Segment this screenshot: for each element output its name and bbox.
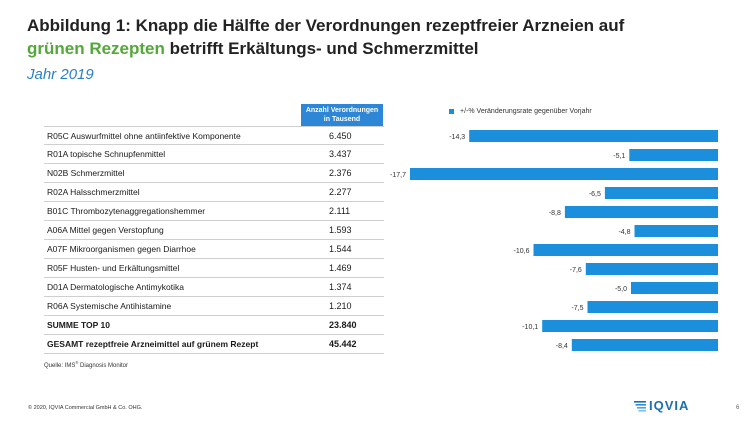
row-label: GESAMT rezeptfreie Arzneimittel auf grün… [47, 339, 259, 349]
bar-value-label: -8,4 [556, 343, 568, 350]
row-label: R01A topische Schnupfenmittel [47, 149, 166, 159]
row-label: A06A Mittel gegen Verstopfung [47, 225, 164, 235]
bar [564, 206, 718, 218]
table-row: GESAMT rezeptfreie Arzneimittel auf grün… [44, 335, 384, 354]
source-registered: ® [75, 360, 79, 365]
row-prescriptions-value: 2.277 [329, 187, 352, 197]
row-label: B01C Thrombozytenaggregationshemmer [47, 206, 206, 216]
bar-value-label: -10,6 [514, 248, 530, 255]
row-prescriptions-value: 45.442 [329, 339, 357, 349]
copyright-note: © 2020, IQVIA Commercial GmbH & Co. OHG. [28, 405, 143, 411]
title-part2: betrifft Erkältungs- und Schmerzmittel [169, 39, 479, 58]
table-row: SUMME TOP 10 23.840 [44, 316, 384, 335]
column-header-line1: Anzahl Verordnungen [305, 107, 379, 114]
table-row: R05F Husten- und Erkältungsmittel 1.469 [44, 259, 384, 278]
bar [634, 225, 718, 237]
title-part1: Abbildung 1: Knapp die Hälfte der Verord… [27, 16, 625, 35]
bar [571, 339, 718, 351]
chart-legend: +/-% Veränderungsrate gegenüber Vorjahr [449, 108, 592, 115]
table-row: D01A Dermatologische Antimykotika 1.374 [44, 278, 384, 297]
bar [631, 282, 718, 294]
bar-value-label: -7,6 [570, 267, 582, 274]
bar [542, 320, 718, 332]
bar [587, 301, 718, 313]
table-row: R06A Systemische Antihistamine 1.210 [44, 297, 384, 316]
bar-value-label: -6,5 [589, 191, 601, 198]
row-prescriptions-value: 1.374 [329, 282, 352, 292]
column-header-line2: in Tausend [323, 116, 361, 123]
bar-value-label: -4,8 [618, 229, 630, 236]
page-title: Abbildung 1: Knapp die Hälfte der Verord… [27, 14, 727, 60]
bar-value-label: -10,1 [522, 324, 538, 331]
bar [469, 130, 718, 142]
column-header-prescriptions: Anzahl Verordnungen in Tausend [301, 104, 383, 126]
iqvia-logo-mark-icon [634, 400, 646, 412]
title-green-highlight: grünen Rezepten [27, 39, 165, 58]
page-subtitle: Jahr 2019 [27, 66, 94, 83]
row-prescriptions-value: 6.450 [329, 131, 352, 141]
bar-value-label: -14,3 [449, 134, 465, 141]
source-suffix: Diagnosis Monitor [78, 363, 128, 369]
table-row: R01A topische Schnupfenmittel 3.437 [44, 145, 384, 164]
source-note: Quelle: IMS® Diagnosis Monitor [44, 360, 128, 369]
bar [585, 263, 718, 275]
bar [629, 149, 718, 161]
bar-value-label: -17,7 [390, 172, 406, 179]
bar-value-label: -5,1 [613, 153, 625, 160]
bar-value-label: -8,8 [549, 210, 561, 217]
bar-value-label: -5,0 [615, 286, 627, 293]
row-prescriptions-value: 3.437 [329, 149, 352, 159]
row-prescriptions-value: 1.593 [329, 225, 352, 235]
legend-label: +/-% Veränderungsrate gegenüber Vorjahr [460, 108, 592, 115]
table-row: R02A Halsschmerzmittel 2.277 [44, 183, 384, 202]
table-row: R05C Auswurfmittel ohne antiinfektive Ko… [44, 126, 384, 145]
row-label: R05F Husten- und Erkältungsmittel [47, 263, 180, 273]
row-prescriptions-value: 1.469 [329, 263, 352, 273]
row-label: R02A Halsschmerzmittel [47, 187, 140, 197]
bar [604, 187, 718, 199]
table-row: N02B Schmerzmittel 2.376 [44, 164, 384, 183]
row-prescriptions-value: 1.210 [329, 301, 352, 311]
table-row: A06A Mittel gegen Verstopfung 1.593 [44, 221, 384, 240]
row-label: R05C Auswurfmittel ohne antiinfektive Ko… [47, 131, 241, 141]
row-prescriptions-value: 23.840 [329, 320, 357, 330]
row-label: R06A Systemische Antihistamine [47, 301, 172, 311]
legend-swatch [449, 109, 454, 114]
table-row: A07F Mikroorganismen gegen Diarrhoe 1.544 [44, 240, 384, 259]
row-label: N02B Schmerzmittel [47, 168, 125, 178]
bar-value-label: -7,5 [571, 305, 583, 312]
table-row: B01C Thrombozytenaggregationshemmer 2.111 [44, 202, 384, 221]
row-prescriptions-value: 2.111 [329, 206, 351, 216]
source-prefix: Quelle: IMS [44, 363, 76, 369]
row-prescriptions-value: 1.544 [329, 244, 352, 254]
iqvia-logo-text: IQVIA [649, 398, 690, 413]
page-number: 6 [736, 405, 740, 411]
bar [410, 168, 718, 180]
row-label: SUMME TOP 10 [47, 320, 110, 330]
bar [533, 244, 718, 256]
row-label: D01A Dermatologische Antimykotika [47, 282, 185, 292]
row-prescriptions-value: 2.376 [329, 168, 352, 178]
row-label: A07F Mikroorganismen gegen Diarrhoe [47, 244, 196, 254]
iqvia-logo: IQVIA [634, 398, 689, 413]
